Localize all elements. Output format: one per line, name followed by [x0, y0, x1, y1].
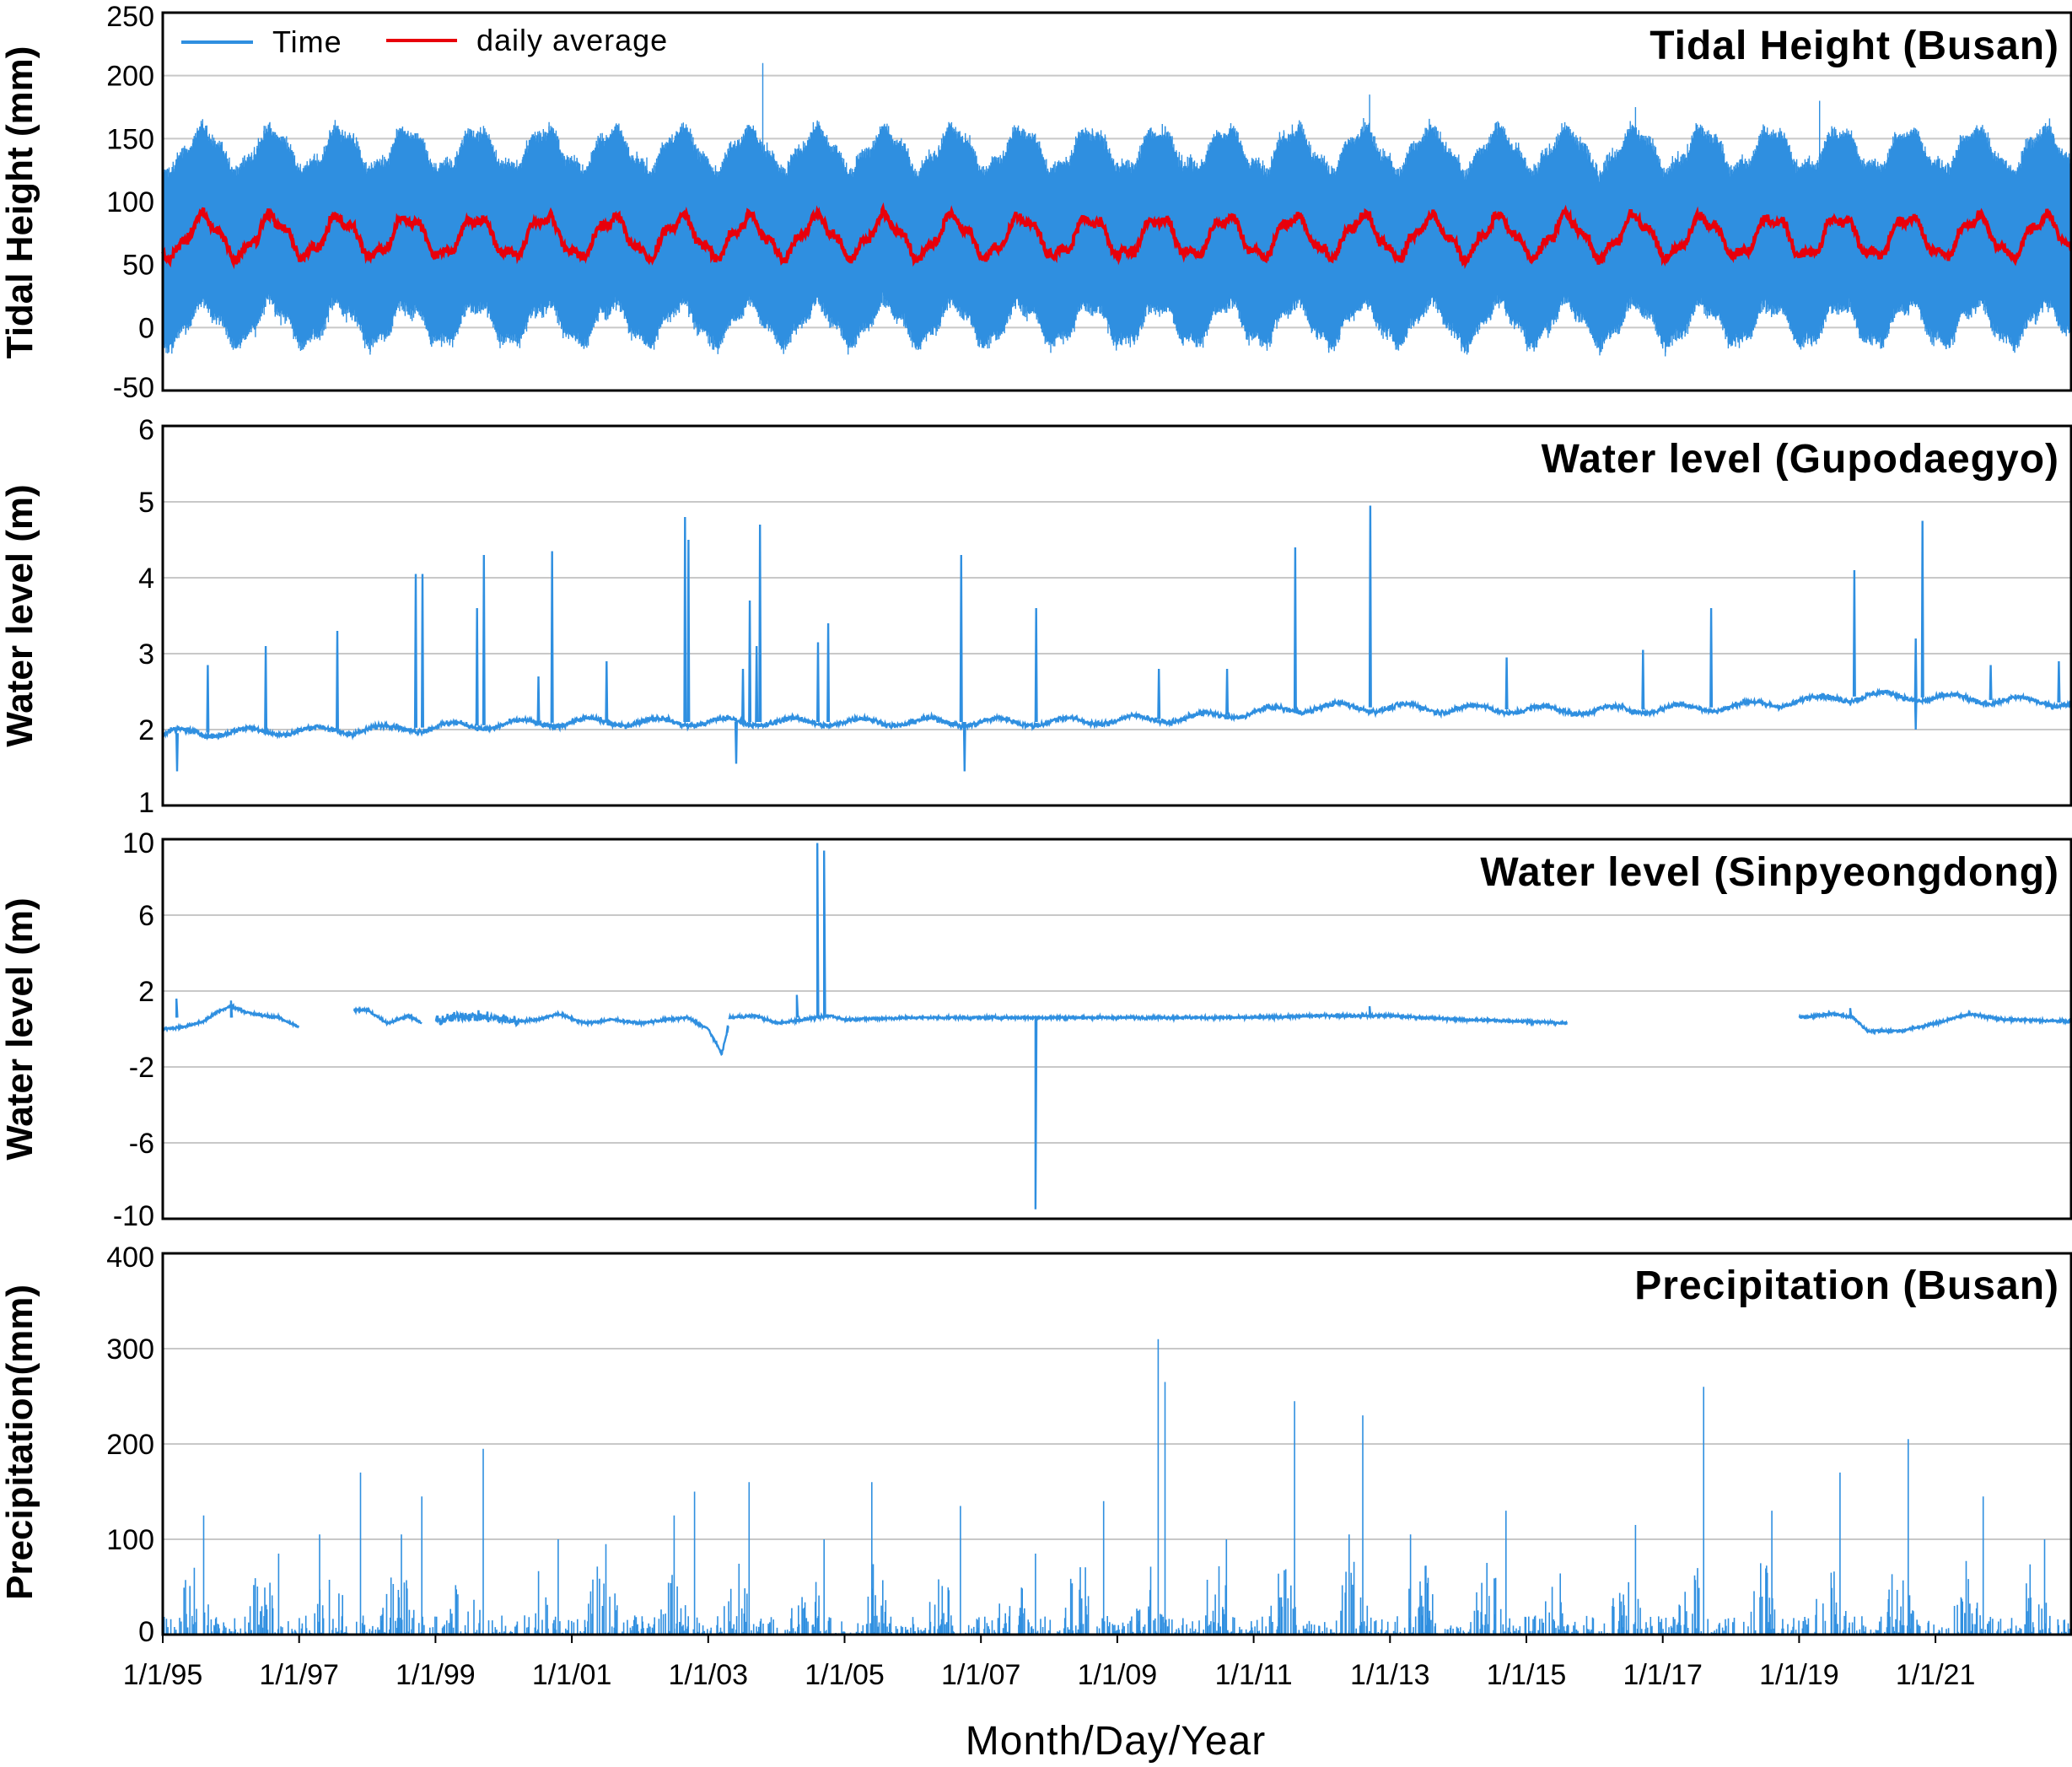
y-tick-label: 300 [106, 1333, 154, 1366]
x-tick-label: 1/1/21 [1896, 1659, 1976, 1691]
y-tick-label: 200 [106, 61, 154, 93]
tidal-daily-average-series [161, 202, 2072, 270]
x-tick-label: 1/1/05 [805, 1659, 885, 1691]
y-tick-label: 2 [138, 714, 154, 746]
x-tick-label: 1/1/11 [1215, 1659, 1293, 1691]
precipitation-bars [163, 1339, 2071, 1635]
x-tick-label: 1/1/13 [1350, 1659, 1430, 1691]
panel-precipitation: 400 300 200 100 0 Precipitation(mm) Precipit… [0, 1242, 2072, 1648]
y-tick-label: 2 [138, 976, 154, 1008]
panel-title-gupodaegyo: Water level (Gupodaegyo) [1542, 437, 2059, 482]
y-tick-label: 100 [106, 186, 154, 218]
y-tick-label: 10 [122, 827, 154, 859]
x-tick-label: 1/1/09 [1078, 1659, 1158, 1691]
panel-title-sinpyeongdong: Water level (Sinpyeongdong) [1480, 850, 2059, 895]
plot-frame-gupodaegyo [161, 424, 2072, 807]
y-tick-label: 4 [138, 563, 154, 595]
panel-title-precipitation: Precipitation (Busan) [1634, 1263, 2059, 1308]
y-tick-label: -10 [113, 1200, 154, 1232]
y-tick-label: 6 [138, 414, 154, 446]
y-tick-label: 1 [138, 787, 154, 819]
x-tick-label: 1/1/01 [532, 1659, 612, 1691]
y-tick-label: 100 [106, 1524, 154, 1556]
gupodaegyo-water-level-series [161, 505, 2072, 772]
legend: Time daily average [181, 23, 668, 59]
y-tick-label: 250 [106, 1, 154, 33]
y-tick-label: 50 [122, 250, 154, 282]
y-tick-label: 6 [138, 900, 154, 932]
x-tick-label: 1/1/95 [123, 1659, 203, 1691]
y-tick-label: 3 [138, 638, 154, 671]
x-tick-label: 1/1/17 [1623, 1659, 1703, 1691]
y-tick-label: -2 [129, 1052, 154, 1084]
plot-frame-tidal [161, 11, 2072, 392]
y-axis-label-sinpyeongdong: Water level (m) [0, 897, 40, 1160]
legend-label-time: Time [272, 24, 342, 59]
panel-water-level-gupodaegyo: 6 5 4 3 2 1 Water level (m) Water level (Gupo… [0, 414, 2072, 819]
x-tick-label: 1/1/97 [259, 1659, 339, 1691]
plot-frame-sinpyeongdong [161, 838, 2072, 1220]
y-tick-label: 0 [138, 312, 154, 344]
x-tick-label: 1/1/15 [1487, 1659, 1567, 1691]
y-tick-label: 5 [138, 487, 154, 519]
y-tick-label: 400 [106, 1242, 154, 1274]
x-tick-label: 1/1/19 [1759, 1659, 1839, 1691]
y-tick-label: -6 [129, 1128, 154, 1160]
y-tick-label: 0 [138, 1616, 154, 1648]
y-tick-label: -50 [113, 372, 154, 404]
x-axis-label: Month/Day/Year [966, 1719, 1266, 1764]
legend-label-daily-average: daily average [476, 23, 668, 57]
y-axis-label-gupodaegyo: Water level (m) [0, 484, 40, 746]
y-tick-label: 150 [106, 123, 154, 155]
sinpyeongdong-water-level-series [161, 843, 2072, 1209]
x-tick-label: 1/1/03 [669, 1659, 749, 1691]
panel-title-tidal: Tidal Height (Busan) [1650, 24, 2059, 68]
panel-water-level-sinpyeongdong: 10 6 2 -2 -6 -10 Water level (m) Water level … [0, 827, 2072, 1232]
y-axis-label-tidal: Tidal Height (mm) [0, 46, 40, 359]
tidal-hourly-series [162, 62, 2072, 357]
panel-tidal-height: 250 200 150 100 50 0 -50 Tidal Height (mm) Tid… [0, 1, 2072, 404]
y-axis-label-precipitation: Precipitation(mm) [0, 1285, 40, 1600]
y-tick-label: 200 [106, 1429, 154, 1461]
x-axis: 1/1/95 1/1/97 1/1/99 1/1/01 1/1/03 1/1/05 1/1/… [123, 1635, 1976, 1764]
x-tick-label: 1/1/07 [941, 1659, 1021, 1691]
x-tick-label: 1/1/99 [396, 1659, 476, 1691]
